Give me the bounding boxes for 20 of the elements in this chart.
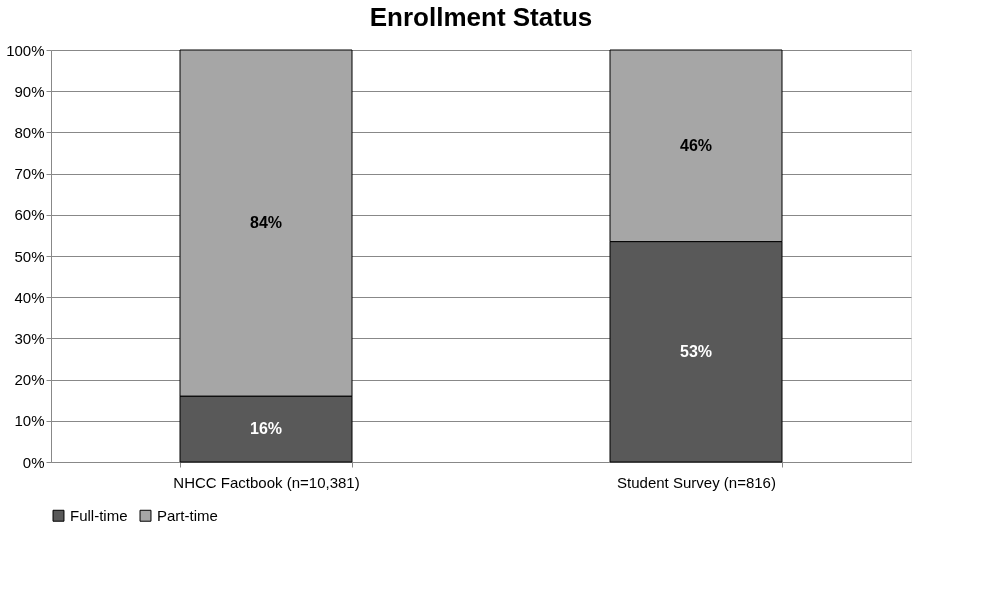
x-tick-label: NHCC Factbook (n=10,381) [173,473,360,491]
y-tick-label: 10% [14,412,45,430]
y-tick-label: 90% [14,82,45,100]
y-tick-label: 70% [14,165,45,183]
data-label: 16% [249,420,283,438]
y-tick-label: 100% [6,41,45,59]
y-tick-label: 0% [22,453,45,471]
data-label: 84% [249,214,283,232]
data-label: 53% [679,342,713,360]
data-label: 46% [679,136,713,154]
y-tick-label: 20% [14,371,45,389]
y-tick-label: 30% [14,329,45,347]
x-tick-label: Student Survey (n=816) [617,473,776,491]
y-tick-label: 60% [14,206,45,224]
chart-title: Enrollment Status [369,2,593,32]
y-tick-label: 80% [14,123,45,141]
y-tick-label: 50% [14,247,45,265]
y-tick-label: 40% [14,288,45,306]
legend-label: Full-time [70,506,128,524]
legend-label: Part-time [157,506,218,524]
